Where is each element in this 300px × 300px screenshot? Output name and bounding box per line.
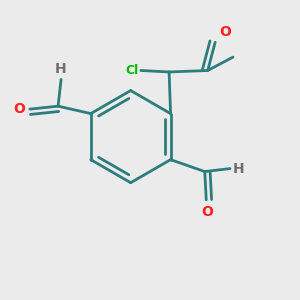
Text: H: H xyxy=(233,162,244,176)
Text: Cl: Cl xyxy=(125,64,139,77)
Text: O: O xyxy=(220,25,232,39)
Text: H: H xyxy=(55,62,67,76)
Text: O: O xyxy=(201,205,213,219)
Text: O: O xyxy=(14,102,26,116)
